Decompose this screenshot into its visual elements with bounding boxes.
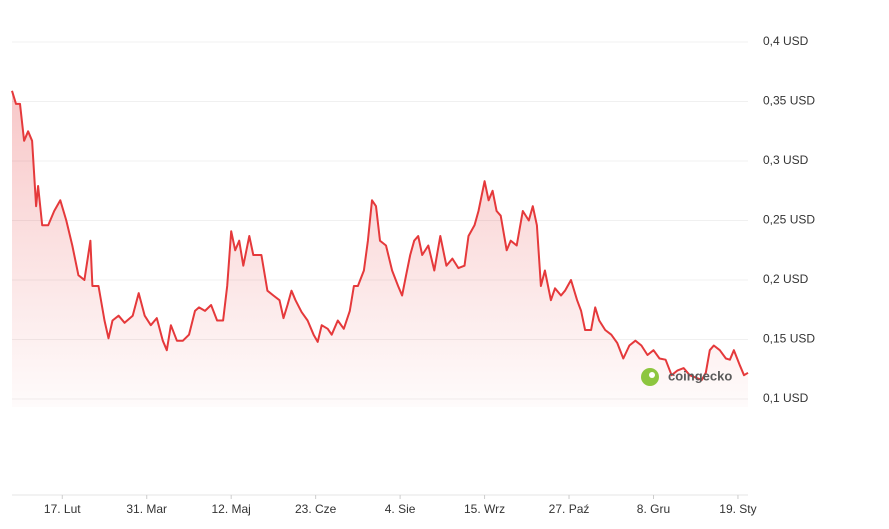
x-tick-label: 31. Mar — [126, 502, 167, 516]
y-tick-label: 0,25 USD — [763, 213, 815, 227]
x-tick-label: 23. Cze — [295, 502, 337, 516]
x-tick-label: 12. Maj — [212, 502, 251, 516]
x-tick-label: 4. Sie — [385, 502, 416, 516]
x-tick-label: 19. Sty — [719, 502, 756, 516]
price-line — [11, 90, 749, 381]
x-tick-label: 27. Paź — [549, 502, 590, 516]
y-tick-label: 0,3 USD — [763, 153, 809, 167]
y-tick-label: 0,4 USD — [763, 34, 809, 48]
area — [12, 90, 748, 408]
x-tick-label: 17. Lut — [44, 502, 81, 516]
y-tick-label: 0,35 USD — [763, 94, 815, 108]
watermark: coingecko — [641, 368, 732, 386]
watermark-text: coingecko — [668, 368, 732, 383]
x-tick-label: 15. Wrz — [464, 502, 505, 516]
y-tick-label: 0,2 USD — [763, 272, 809, 286]
x-tick-label: 8. Gru — [637, 502, 670, 516]
y-tick-label: 0,15 USD — [763, 332, 815, 346]
y-tick-label: 0,1 USD — [763, 391, 809, 405]
